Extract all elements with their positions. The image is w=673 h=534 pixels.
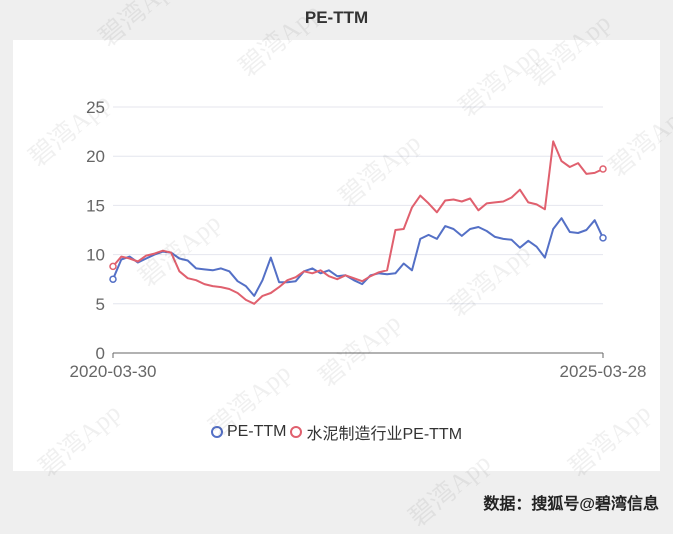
y-tick-label: 15 xyxy=(86,196,105,215)
chart-legend: PE-TTM 水泥制造行业PE-TTM xyxy=(0,420,673,444)
legend-label: PE-TTM xyxy=(226,423,287,440)
y-tick-label: 10 xyxy=(86,246,105,265)
y-tick-label: 0 xyxy=(96,344,105,363)
series-endpoint-marker[interactable] xyxy=(599,165,607,173)
x-tick-label: 2025-03-28 xyxy=(560,362,647,381)
y-tick-label: 20 xyxy=(86,147,105,166)
legend-item-pe-ttm[interactable]: PE-TTM xyxy=(210,423,287,441)
series-line-0[interactable] xyxy=(112,217,604,297)
series-endpoint-marker[interactable] xyxy=(109,275,117,283)
y-tick-label: 25 xyxy=(86,98,105,117)
line-chart: 0 5 10 15 20 25 2020-03-30 2025-03-28 xyxy=(70,98,647,381)
x-tick-label: 2020-03-30 xyxy=(70,362,157,381)
legend-label: 水泥制造行业PE-TTM xyxy=(306,426,463,443)
series-line-1[interactable] xyxy=(112,140,604,305)
legend-marker-icon xyxy=(290,426,303,438)
chart-card: 0 5 10 15 20 25 2020-03-30 2025-03-28 xyxy=(13,40,660,471)
y-tick-label: 5 xyxy=(96,295,105,314)
series-endpoint-marker[interactable] xyxy=(109,262,117,271)
source-credit: 数据：搜狐号@碧湾信息 xyxy=(483,496,659,513)
legend-marker-icon xyxy=(210,426,223,438)
series-endpoint-marker[interactable] xyxy=(599,234,607,242)
chart-title: PE-TTM xyxy=(304,8,369,27)
legend-item-industry-pe-ttm[interactable]: 水泥制造行业PE-TTM xyxy=(290,420,462,444)
